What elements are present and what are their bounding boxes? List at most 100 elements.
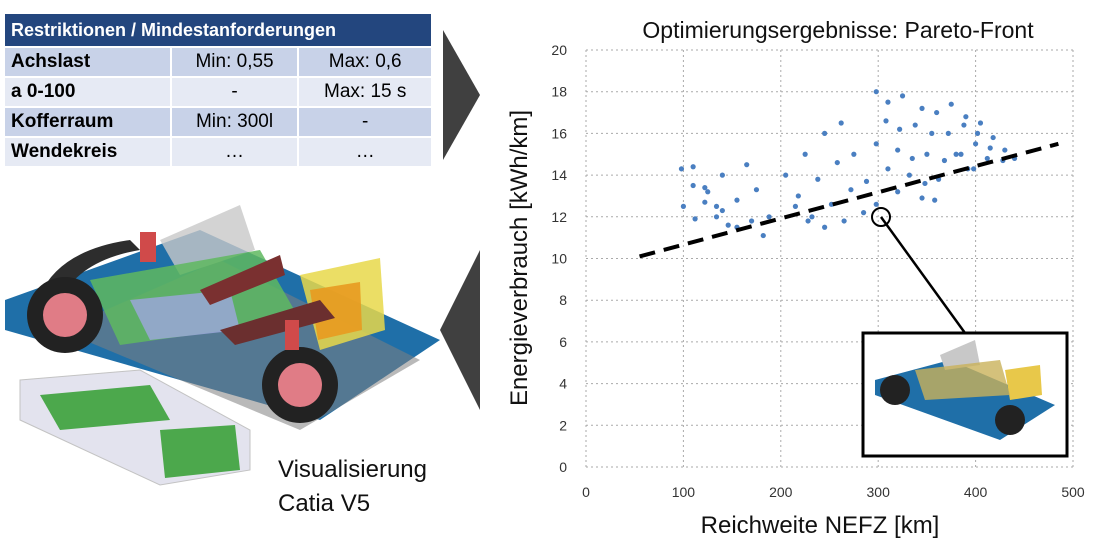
caption-line: Catia V5: [278, 490, 371, 517]
table-cell: Max: 15 s: [299, 78, 433, 106]
scatter-point: [851, 151, 857, 157]
scatter-point: [690, 182, 696, 189]
scatter-point: [834, 159, 840, 166]
table-cell: …: [171, 138, 300, 166]
table-cell: -: [171, 78, 300, 106]
zoom-circle: [871, 207, 891, 227]
scatter-point: [932, 197, 938, 203]
scatter-point: [919, 195, 925, 201]
scatter-point: [958, 151, 964, 157]
table-row: Kofferraum Min: 300l -: [5, 108, 433, 136]
y-tick-label: 14: [551, 167, 567, 183]
scatter-point: [713, 214, 720, 220]
caption-line: Visualisierung: [278, 456, 427, 483]
scatter-point: [792, 203, 799, 209]
scatter-point: [895, 147, 901, 153]
scatter-point: [795, 193, 801, 199]
x-tick-label: 100: [672, 484, 696, 500]
scatter-point: [929, 130, 935, 136]
scatter-point: [753, 187, 760, 193]
scatter-point: [783, 172, 789, 178]
chart-title: Optimierungsergebnisse: Pareto-Front: [642, 17, 1034, 43]
scatter-point: [987, 145, 993, 151]
y-tick-label: 0: [559, 459, 567, 475]
scatter-point: [702, 185, 708, 191]
scatter-point: [945, 130, 951, 136]
scatter-point: [971, 166, 977, 172]
scatter-point: [873, 141, 879, 147]
restriction-table: Restriktionen / Mindestanforderungen Ach…: [5, 12, 433, 168]
x-tick-label: 400: [964, 484, 988, 500]
y-tick-label: 4: [559, 376, 567, 392]
scatter-point: [860, 210, 867, 216]
scatter-point: [885, 166, 891, 172]
scatter-point: [897, 126, 903, 132]
y-tick-label: 12: [551, 209, 567, 225]
scatter-point: [873, 89, 879, 95]
table-row: a 0-100- Max: 15 s: [5, 78, 433, 106]
scatter-point: [906, 172, 912, 178]
y-tick-label: 6: [559, 334, 567, 350]
table-row: Wendekreis……: [5, 138, 433, 166]
table-header: Restriktionen / Mindestanforderungen: [5, 14, 433, 46]
scatter-point: [719, 207, 725, 214]
scatter-point: [973, 141, 979, 147]
y-tick-label: 20: [551, 42, 567, 58]
scatter-point: [690, 164, 696, 170]
scatter-point: [822, 130, 828, 136]
x-tick-label: 500: [1061, 484, 1085, 500]
scatter-point: [912, 122, 918, 128]
scatter-point: [744, 162, 750, 168]
scatter-point: [713, 203, 720, 209]
scatter-point: [734, 197, 740, 203]
x-tick-label: 200: [769, 484, 793, 500]
scatter-point: [924, 151, 930, 157]
scatter-point: [984, 155, 990, 162]
scatter-point: [719, 172, 725, 178]
y-axis-label: Energieverbrauch [kWh/km]: [506, 110, 533, 406]
table-cell: -: [299, 108, 433, 136]
scatter-point: [815, 176, 821, 182]
x-tick-label: 0: [582, 484, 590, 500]
y-tick-label: 18: [551, 84, 567, 100]
scatter-point: [702, 199, 708, 205]
x-axis-label: Reichweite NEFZ [km]: [701, 512, 940, 539]
scatter-point: [961, 122, 967, 128]
scatter-point: [895, 189, 901, 195]
scatter-point: [934, 109, 940, 116]
scatter-point: [922, 180, 928, 187]
inset: [861, 331, 1069, 458]
table-cell: Wendekreis: [5, 138, 172, 166]
scatter-point: [919, 105, 925, 111]
scatter-point: [848, 187, 854, 193]
scatter-point: [678, 166, 685, 172]
table-cell: Kofferraum: [5, 108, 172, 136]
y-tick-label: 2: [559, 417, 567, 433]
car-render: [5, 205, 440, 430]
scatter-point: [948, 101, 954, 107]
scatter-point: [760, 232, 766, 239]
scatter-point: [909, 155, 915, 162]
scatter-point: [941, 157, 948, 164]
scatter-point: [885, 99, 891, 105]
scatter-point: [705, 189, 711, 195]
scatter-point: [963, 114, 969, 120]
scatter-point: [809, 214, 815, 220]
zoom-connector: [879, 216, 967, 334]
scatter-point: [974, 130, 981, 136]
scatter-point: [883, 118, 889, 124]
scatter-point: [1002, 147, 1008, 153]
table-cell: Min: 300l: [171, 108, 300, 136]
scatter-point: [692, 216, 698, 222]
scatter-point: [748, 218, 755, 224]
scatter-point: [802, 151, 808, 157]
scatter-point: [822, 224, 828, 230]
scatter-point: [873, 201, 879, 207]
y-tick-label: 16: [551, 125, 567, 141]
table-cell: Max: 0,6: [299, 48, 433, 76]
table-cell: …: [299, 138, 433, 166]
arrow-left: [440, 250, 480, 410]
scatter-point: [977, 120, 984, 126]
scatter-point: [953, 151, 959, 157]
